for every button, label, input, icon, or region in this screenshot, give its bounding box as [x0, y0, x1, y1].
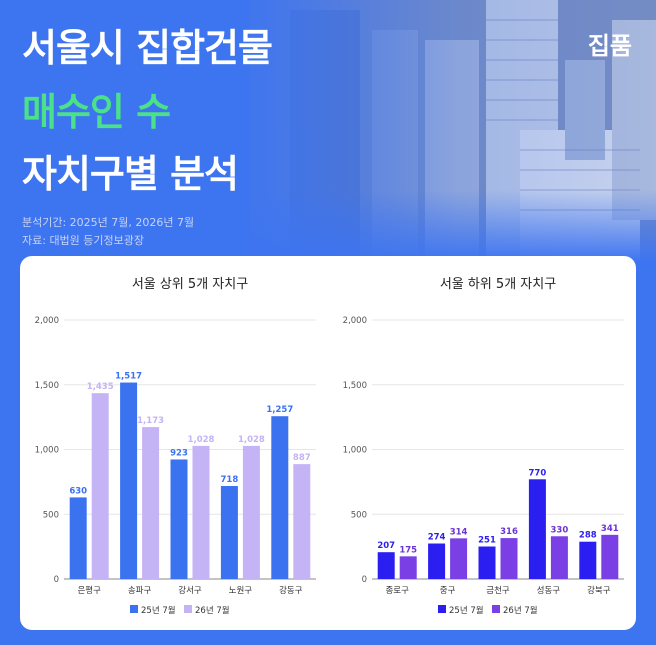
legend-label: 25년 7월: [141, 605, 176, 616]
x-tick-label: 송파구: [128, 586, 152, 596]
bar: [450, 538, 468, 579]
bar-value-label: 330: [551, 525, 569, 535]
hero-banner: 서울시 집합건물 매수인 수 자치구별 분석 집품 분석기간: 2025년 7월…: [0, 0, 656, 262]
bar: [579, 541, 597, 579]
x-tick-label: 종로구: [385, 586, 409, 596]
bar: [377, 552, 395, 579]
y-tick-label: 0: [54, 575, 59, 585]
chart-top5: 서울 상위 5개 자치구 0 500 1,000 1,500 2,000 630 1,435 은…: [35, 277, 316, 616]
legend-swatch: [492, 605, 500, 613]
y-tick-label: 500: [351, 510, 367, 520]
bar-value-label: 1,028: [188, 435, 215, 445]
bar: [91, 393, 109, 579]
y-tick-label: 2,000: [35, 316, 59, 326]
x-tick-label: 강서구: [178, 585, 202, 596]
bar: [271, 416, 289, 579]
bar: [428, 543, 446, 579]
brand-logo: 집품: [587, 32, 632, 60]
bar: [192, 445, 210, 579]
bar-value-label: 718: [221, 475, 239, 485]
x-tick-label: 강북구: [587, 585, 611, 596]
bar: [170, 459, 188, 579]
analysis-period: 분석기간: 2025년 7월, 2026년 7월: [22, 216, 195, 229]
bar: [478, 546, 496, 579]
bar-value-label: 175: [399, 545, 417, 555]
bar-value-label: 207: [377, 541, 395, 551]
x-tick-label: 은평구: [77, 585, 101, 596]
bar: [242, 445, 260, 579]
bar-value-label: 251: [478, 535, 496, 545]
x-tick-label: 강동구: [279, 585, 303, 596]
bar: [399, 556, 417, 579]
bar-value-label: 316: [500, 527, 518, 537]
bar-value-label: 1,517: [115, 372, 142, 382]
y-tick-label: 500: [43, 510, 59, 520]
legend-label: 26년 7월: [503, 605, 538, 616]
bar-value-label: 1,028: [238, 435, 265, 445]
y-tick-label: 1,000: [343, 446, 367, 456]
chart-bottom5: 서울 하위 5개 자치구 0 500 1,000 1,500 2,000 207 175 종로구…: [343, 277, 624, 616]
bar: [550, 536, 568, 579]
y-tick-label: 2,000: [343, 316, 367, 326]
bar: [601, 534, 619, 579]
bar: [220, 486, 238, 579]
chart-card: 서울 상위 5개 자치구 0 500 1,000 1,500 2,000 630 1,435 은…: [20, 256, 636, 630]
bar-value-label: 274: [428, 533, 446, 543]
bar-value-label: 341: [601, 524, 619, 534]
chart-title: 서울 상위 5개 자치구: [132, 277, 248, 292]
y-tick-label: 1,500: [343, 381, 367, 391]
legend-label: 26년 7월: [195, 605, 230, 616]
bar-value-label: 288: [579, 531, 597, 541]
legend-swatch: [438, 605, 446, 613]
bar: [293, 464, 311, 579]
y-tick-label: 0: [362, 575, 367, 585]
chart-title: 서울 하위 5개 자치구: [440, 277, 556, 292]
bar: [500, 538, 518, 579]
bar-value-label: 923: [170, 448, 188, 458]
legend-swatch: [130, 605, 138, 613]
bar-value-label: 1,435: [87, 382, 114, 392]
title-line-1: 서울시 집합건물: [22, 26, 273, 70]
bar: [142, 427, 160, 579]
title-line-3: 자치구별 분석: [22, 152, 239, 196]
y-tick-label: 1,500: [35, 381, 59, 391]
legend-label: 25년 7월: [449, 605, 484, 616]
bar: [528, 479, 546, 579]
legend-swatch: [184, 605, 192, 613]
bar-value-label: 1,173: [137, 416, 164, 426]
x-tick-label: 중구: [440, 586, 456, 596]
bar-value-label: 887: [293, 453, 311, 463]
bar-value-label: 630: [69, 486, 87, 496]
x-tick-label: 금천구: [486, 585, 510, 596]
x-tick-label: 노원구: [229, 586, 253, 596]
bar-value-label: 314: [450, 527, 468, 537]
x-tick-label: 성동구: [537, 586, 561, 596]
bar-value-label: 770: [529, 468, 547, 478]
bar: [120, 382, 138, 579]
y-tick-label: 1,000: [35, 446, 59, 456]
bar-value-label: 1,257: [266, 405, 293, 415]
title-line-2: 매수인 수: [22, 90, 171, 134]
bar: [69, 497, 87, 579]
data-source: 자료: 대법원 등기정보광장: [22, 234, 145, 247]
